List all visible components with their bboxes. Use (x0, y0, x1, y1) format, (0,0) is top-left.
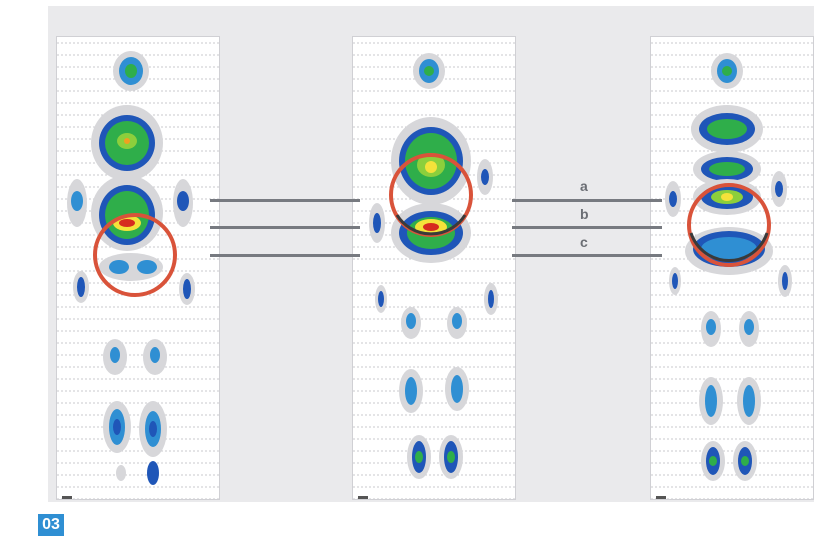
connector-b-left (210, 226, 360, 229)
scale-marker-right (656, 496, 666, 499)
connector-a-right (512, 199, 662, 202)
pressure-map-left (56, 36, 220, 500)
connector-b-right (512, 226, 662, 229)
connector-label-c: c (580, 234, 588, 250)
figure-number-badge: 03 (38, 514, 64, 536)
connector-label-b: b (580, 206, 589, 222)
connector-c-right (512, 254, 662, 257)
pressure-map-right (650, 36, 814, 500)
pressure-map-middle (352, 36, 516, 500)
scale-marker-middle (358, 496, 368, 499)
connector-a-left (210, 199, 360, 202)
connector-label-a: a (580, 178, 588, 194)
connector-c-left (210, 254, 360, 257)
scale-marker-left (62, 496, 72, 499)
